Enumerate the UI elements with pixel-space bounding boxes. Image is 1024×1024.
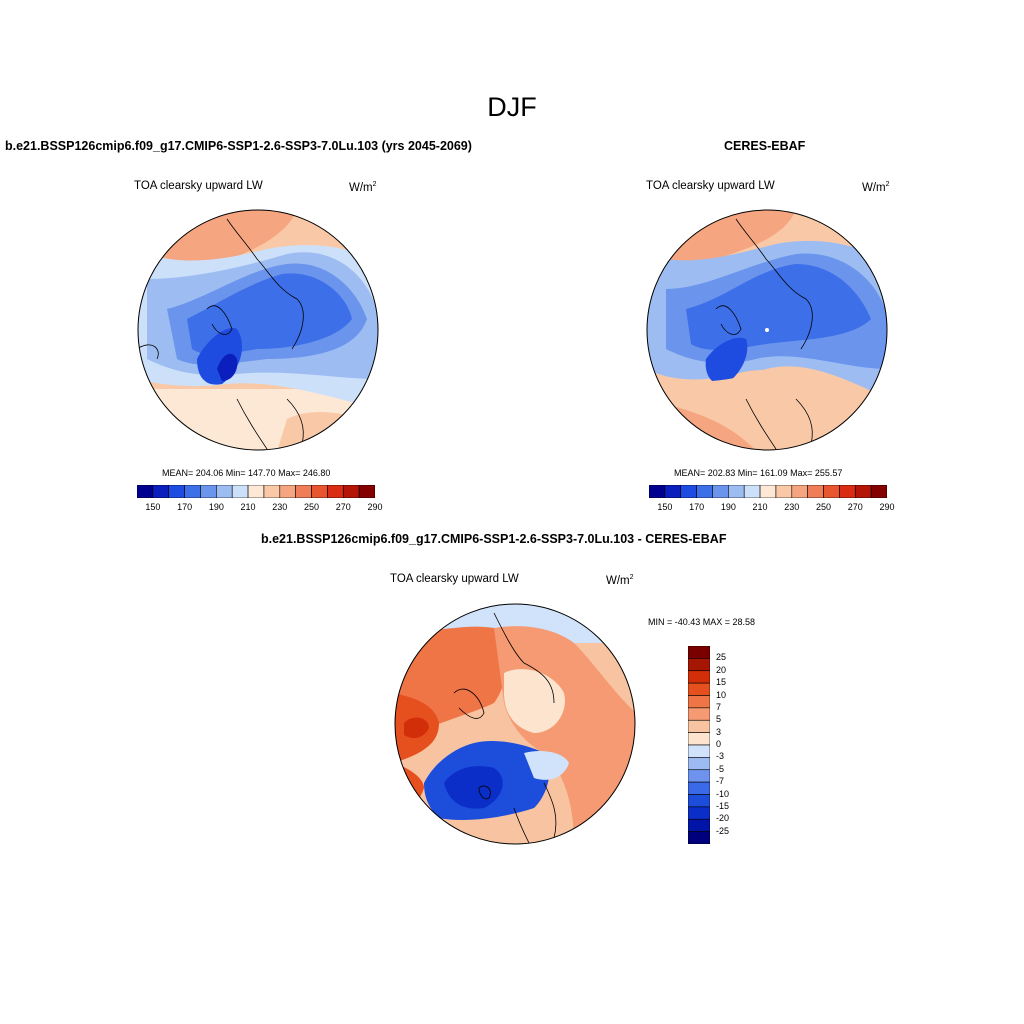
- colorbar-tick-label: 10: [716, 689, 727, 700]
- colorbar-tick-label: 150: [657, 502, 673, 512]
- colorbar-swatch: [688, 707, 710, 721]
- model-colorbar-labels: 150 170 190 210 230 250 270 290: [137, 502, 382, 514]
- colorbar-swatch: [688, 695, 710, 709]
- diff-variable-label: TOA clearsky upward LW: [390, 573, 519, 585]
- colorbar-swatch: [688, 794, 710, 808]
- colorbar-swatch: [775, 485, 793, 498]
- colorbar-tick-label: 210: [752, 502, 768, 512]
- colorbar-swatch: [728, 485, 745, 498]
- colorbar-swatch: [688, 658, 710, 672]
- colorbar-swatch: [823, 485, 840, 498]
- colorbar-tick-label: 190: [208, 502, 224, 512]
- colorbar-tick-label: -15: [716, 800, 730, 811]
- obs-stats: MEAN= 202.83 Min= 161.09 Max= 255.57: [674, 468, 843, 478]
- model-panel-title: b.e21.BSSP126cmip6.f09_g17.CMIP6-SSP1-2.…: [5, 139, 472, 153]
- diff-colorbar-labels: 25 20 15 10 7 5 3 0 -3 -5 -7 -10 -15 -20 -25: [716, 646, 756, 844]
- colorbar-tick-label: 0: [716, 739, 722, 749]
- colorbar-swatch: [137, 485, 154, 498]
- colorbar-swatch: [759, 485, 777, 498]
- colorbar-tick-label: 15: [716, 677, 727, 688]
- colorbar-tick-label: 290: [879, 502, 895, 512]
- colorbar-swatch: [279, 485, 296, 498]
- colorbar-tick-label: 20: [716, 664, 727, 675]
- colorbar-tick-label: 210: [240, 502, 256, 512]
- colorbar-tick-label: -5: [716, 763, 725, 774]
- colorbar-swatch: [688, 744, 710, 758]
- obs-polar-map: [646, 209, 888, 451]
- colorbar-swatch: [247, 485, 265, 498]
- model-colorbar: [137, 485, 375, 498]
- obs-panel-title: CERES-EBAF: [724, 139, 806, 153]
- colorbar-swatch: [200, 485, 217, 498]
- colorbar-swatch: [743, 485, 761, 498]
- colorbar-tick-label: 7: [716, 701, 722, 712]
- season-title: DJF: [487, 92, 537, 122]
- model-variable-label: TOA clearsky upward LW: [134, 180, 263, 192]
- colorbar-tick-label: -7: [716, 776, 725, 787]
- colorbar-tick-label: 170: [177, 502, 193, 512]
- colorbar-tick-label: -3: [716, 751, 725, 762]
- obs-colorbar-labels: 150 170 190 210 230 250 270 290: [649, 502, 894, 514]
- colorbar-tick-label: -10: [716, 788, 730, 799]
- colorbar-swatch: [688, 831, 710, 844]
- colorbar-swatch: [327, 485, 344, 498]
- obs-variable-label: TOA clearsky upward LW: [646, 180, 775, 192]
- colorbar-swatch: [688, 769, 710, 783]
- colorbar-swatch: [295, 485, 312, 498]
- model-stats: MEAN= 204.06 Min= 147.70 Max= 246.80: [162, 468, 331, 478]
- colorbar-tick-label: 250: [304, 502, 320, 512]
- colorbar-swatch: [664, 485, 682, 498]
- colorbar-swatch: [688, 806, 710, 820]
- colorbar-swatch: [168, 485, 185, 498]
- colorbar-tick-label: 270: [335, 502, 351, 512]
- colorbar-tick-label: 5: [716, 714, 722, 725]
- diff-polar-map: [394, 603, 636, 845]
- colorbar-swatch: [263, 485, 281, 498]
- colorbar-swatch: [649, 485, 666, 498]
- colorbar-swatch: [358, 485, 375, 498]
- colorbar-swatch: [688, 757, 710, 771]
- colorbar-tick-label: 170: [689, 502, 705, 512]
- obs-colorbar: [649, 485, 887, 498]
- colorbar-swatch: [688, 670, 710, 684]
- colorbar-swatch: [216, 485, 233, 498]
- colorbar-swatch: [688, 732, 710, 746]
- colorbar-swatch: [688, 719, 710, 733]
- colorbar-tick-label: 290: [367, 502, 383, 512]
- colorbar-tick-label: 230: [784, 502, 800, 512]
- colorbar-swatch: [152, 485, 170, 498]
- colorbar-tick-label: 190: [720, 502, 736, 512]
- model-polar-map: [137, 209, 379, 451]
- diff-units-label: W/m2: [606, 574, 634, 587]
- colorbar-tick-label: 250: [816, 502, 832, 512]
- colorbar-tick-label: 3: [716, 726, 722, 737]
- obs-units-label: W/m2: [862, 181, 890, 194]
- model-units-label: W/m2: [349, 181, 377, 194]
- colorbar-tick-label: 270: [847, 502, 863, 512]
- colorbar-tick-label: -25: [716, 825, 730, 836]
- colorbar-swatch: [688, 682, 710, 696]
- colorbar-swatch: [839, 485, 856, 498]
- diff-colorbar: [688, 646, 710, 844]
- colorbar-swatch: [311, 485, 328, 498]
- colorbar-swatch: [688, 646, 710, 659]
- colorbar-swatch: [854, 485, 872, 498]
- colorbar-swatch: [870, 485, 887, 498]
- colorbar-tick-label: 25: [716, 652, 727, 663]
- colorbar-swatch: [688, 818, 710, 832]
- colorbar-tick-label: 150: [145, 502, 161, 512]
- diff-minmax: MIN = -40.43 MAX = 28.58: [648, 617, 756, 627]
- diff-panel-title: b.e21.BSSP126cmip6.f09_g17.CMIP6-SSP1-2.…: [261, 532, 727, 546]
- colorbar-swatch: [184, 485, 201, 498]
- colorbar-swatch: [696, 485, 713, 498]
- colorbar-tick-label: 230: [272, 502, 288, 512]
- colorbar-swatch: [688, 781, 710, 795]
- colorbar-swatch: [791, 485, 808, 498]
- colorbar-swatch: [680, 485, 697, 498]
- colorbar-tick-label: -20: [716, 813, 730, 824]
- colorbar-swatch: [807, 485, 824, 498]
- colorbar-swatch: [231, 485, 249, 498]
- colorbar-swatch: [712, 485, 729, 498]
- colorbar-swatch: [342, 485, 360, 498]
